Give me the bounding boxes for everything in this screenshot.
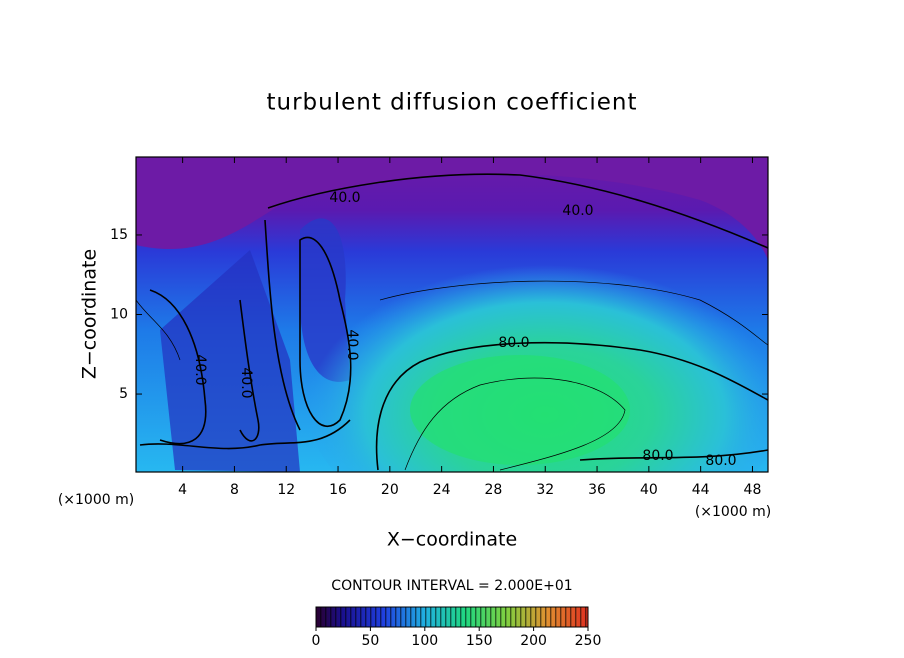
colorbar-tick-label: 200 — [520, 633, 547, 649]
x-tick-label: 32 — [536, 482, 554, 498]
colorbar-tick-label: 50 — [361, 633, 379, 649]
colorbar-tick-label: 250 — [575, 633, 602, 649]
x-tick-label: 44 — [692, 482, 710, 498]
contour-label: 80.0 — [498, 335, 529, 351]
y-axis-label: Z−coordinate — [79, 249, 101, 379]
colorbar-stripes — [316, 607, 588, 627]
colorbar-tick-label: 0 — [312, 633, 321, 649]
chart-title: turbulent diffusion coefficient — [266, 90, 637, 116]
x-tick-label: 20 — [381, 482, 399, 498]
x-tick-label: 28 — [485, 482, 503, 498]
x-tick-label: 8 — [230, 482, 239, 498]
contour-field — [136, 157, 768, 472]
x-tick-label: 12 — [277, 482, 295, 498]
x-tick-label: 4 — [178, 482, 187, 498]
x-tick-label: 40 — [640, 482, 658, 498]
x-tick-label: 24 — [433, 482, 451, 498]
x-axis-label: X−coordinate — [387, 529, 517, 551]
y-unit-label: (×1000 m) — [695, 504, 771, 520]
y-tick-label: 10 — [110, 307, 128, 323]
contour-label: 40.0 — [329, 190, 360, 206]
contour-label: 40.0 — [192, 354, 208, 385]
y-tick-label: 15 — [110, 227, 128, 243]
x-unit-label: (×1000 m) — [58, 492, 134, 508]
colorbar-frame — [315, 606, 589, 628]
contour-label: 40.0 — [344, 329, 360, 360]
colorbar-tick-label: 150 — [466, 633, 493, 649]
contour-label: 40.0 — [562, 203, 593, 219]
contour-label: 80.0 — [642, 448, 673, 464]
x-tick-label: 16 — [329, 482, 347, 498]
x-tick-label: 48 — [744, 482, 762, 498]
contour-interval: CONTOUR INTERVAL = 2.000E+01 — [331, 578, 572, 594]
y-tick-label: 5 — [119, 386, 128, 402]
x-tick-label: 36 — [588, 482, 606, 498]
colorbar-tick-label: 100 — [411, 633, 438, 649]
contour-label: 80.0 — [705, 453, 736, 469]
contour-label: 40.0 — [238, 367, 254, 398]
